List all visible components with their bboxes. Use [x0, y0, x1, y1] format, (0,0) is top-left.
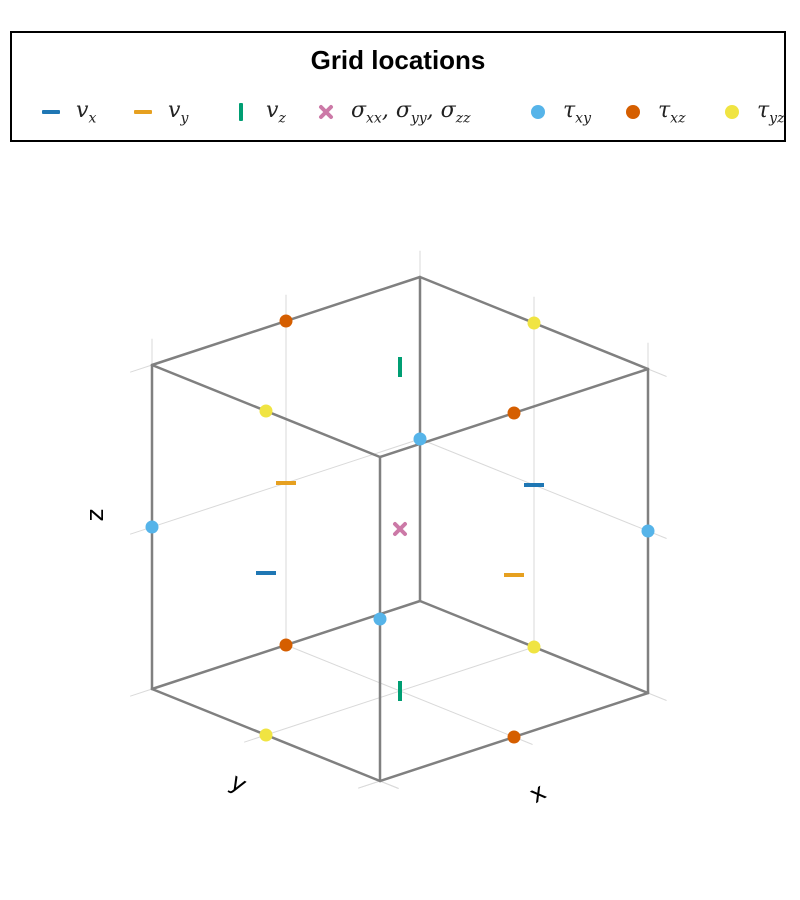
grid-line — [130, 438, 421, 535]
legend-title: Grid locations — [310, 45, 486, 75]
marker-txz — [507, 730, 521, 744]
marker-vy — [276, 481, 296, 485]
grid-line — [130, 364, 153, 373]
legend-entry-vz: vz — [232, 95, 286, 129]
grid-line — [647, 368, 667, 377]
grid-line — [285, 644, 533, 745]
marker-txy — [413, 432, 427, 446]
legend-entry-txy: τxy — [529, 95, 591, 129]
marker-vz — [398, 681, 402, 701]
marker-tyz — [259, 728, 273, 742]
marker-txy — [641, 524, 655, 538]
legend-marker-sig — [319, 105, 333, 119]
legend-marker-tyz — [725, 105, 739, 119]
marker-sig — [393, 522, 407, 536]
z-axis-label: z — [81, 509, 109, 522]
grid-line — [244, 646, 535, 743]
x-axis-label: x — [524, 777, 550, 808]
marker-tyz — [527, 640, 541, 654]
legend-marker-vy — [134, 110, 152, 114]
legend-entry-vy: vy — [134, 95, 188, 129]
marker-txz — [279, 314, 293, 328]
grid-line — [379, 780, 399, 789]
legend-marker-vx — [42, 110, 60, 114]
marker-txz — [279, 638, 293, 652]
legend-entry-vx: vx — [42, 95, 96, 129]
legend-marker-vz — [239, 103, 243, 121]
marker-vx — [524, 483, 544, 487]
legend-marker-txy — [531, 105, 545, 119]
grid-line — [647, 692, 667, 701]
legend: Grid locations vx vy vz σxx, σyy, σzz τxy τxz… — [10, 31, 786, 142]
marker-tyz — [527, 316, 541, 330]
y-axis-label: y — [225, 767, 251, 798]
grid-markers — [145, 314, 655, 744]
marker-txy — [373, 612, 387, 626]
legend-label-tyz: τyz — [757, 97, 785, 127]
grid-line — [358, 780, 381, 789]
legend-marker-txz — [626, 105, 640, 119]
grid-line — [130, 688, 153, 697]
legend-entry-sig: σxx, σyy, σzz — [317, 95, 470, 129]
marker-vz — [398, 357, 402, 377]
legend-label-sig: σxx, σyy, σzz — [351, 97, 471, 127]
grid-line — [419, 438, 667, 539]
marker-vy — [504, 573, 524, 577]
marker-vx — [256, 571, 276, 575]
legend-label-vx: vx — [76, 97, 97, 127]
marker-txy — [145, 520, 159, 534]
marker-tyz — [259, 404, 273, 418]
legend-label-txz: τxz — [658, 97, 686, 127]
legend-label-vy: vy — [168, 97, 189, 127]
axis-grid — [130, 250, 667, 789]
legend-entry-txz: τxz — [624, 95, 685, 129]
legend-label-vz: vz — [266, 97, 286, 127]
marker-txz — [507, 406, 521, 420]
legend-label-txy: τxy — [563, 97, 591, 127]
legend-entry-tyz: τyz — [723, 95, 784, 129]
